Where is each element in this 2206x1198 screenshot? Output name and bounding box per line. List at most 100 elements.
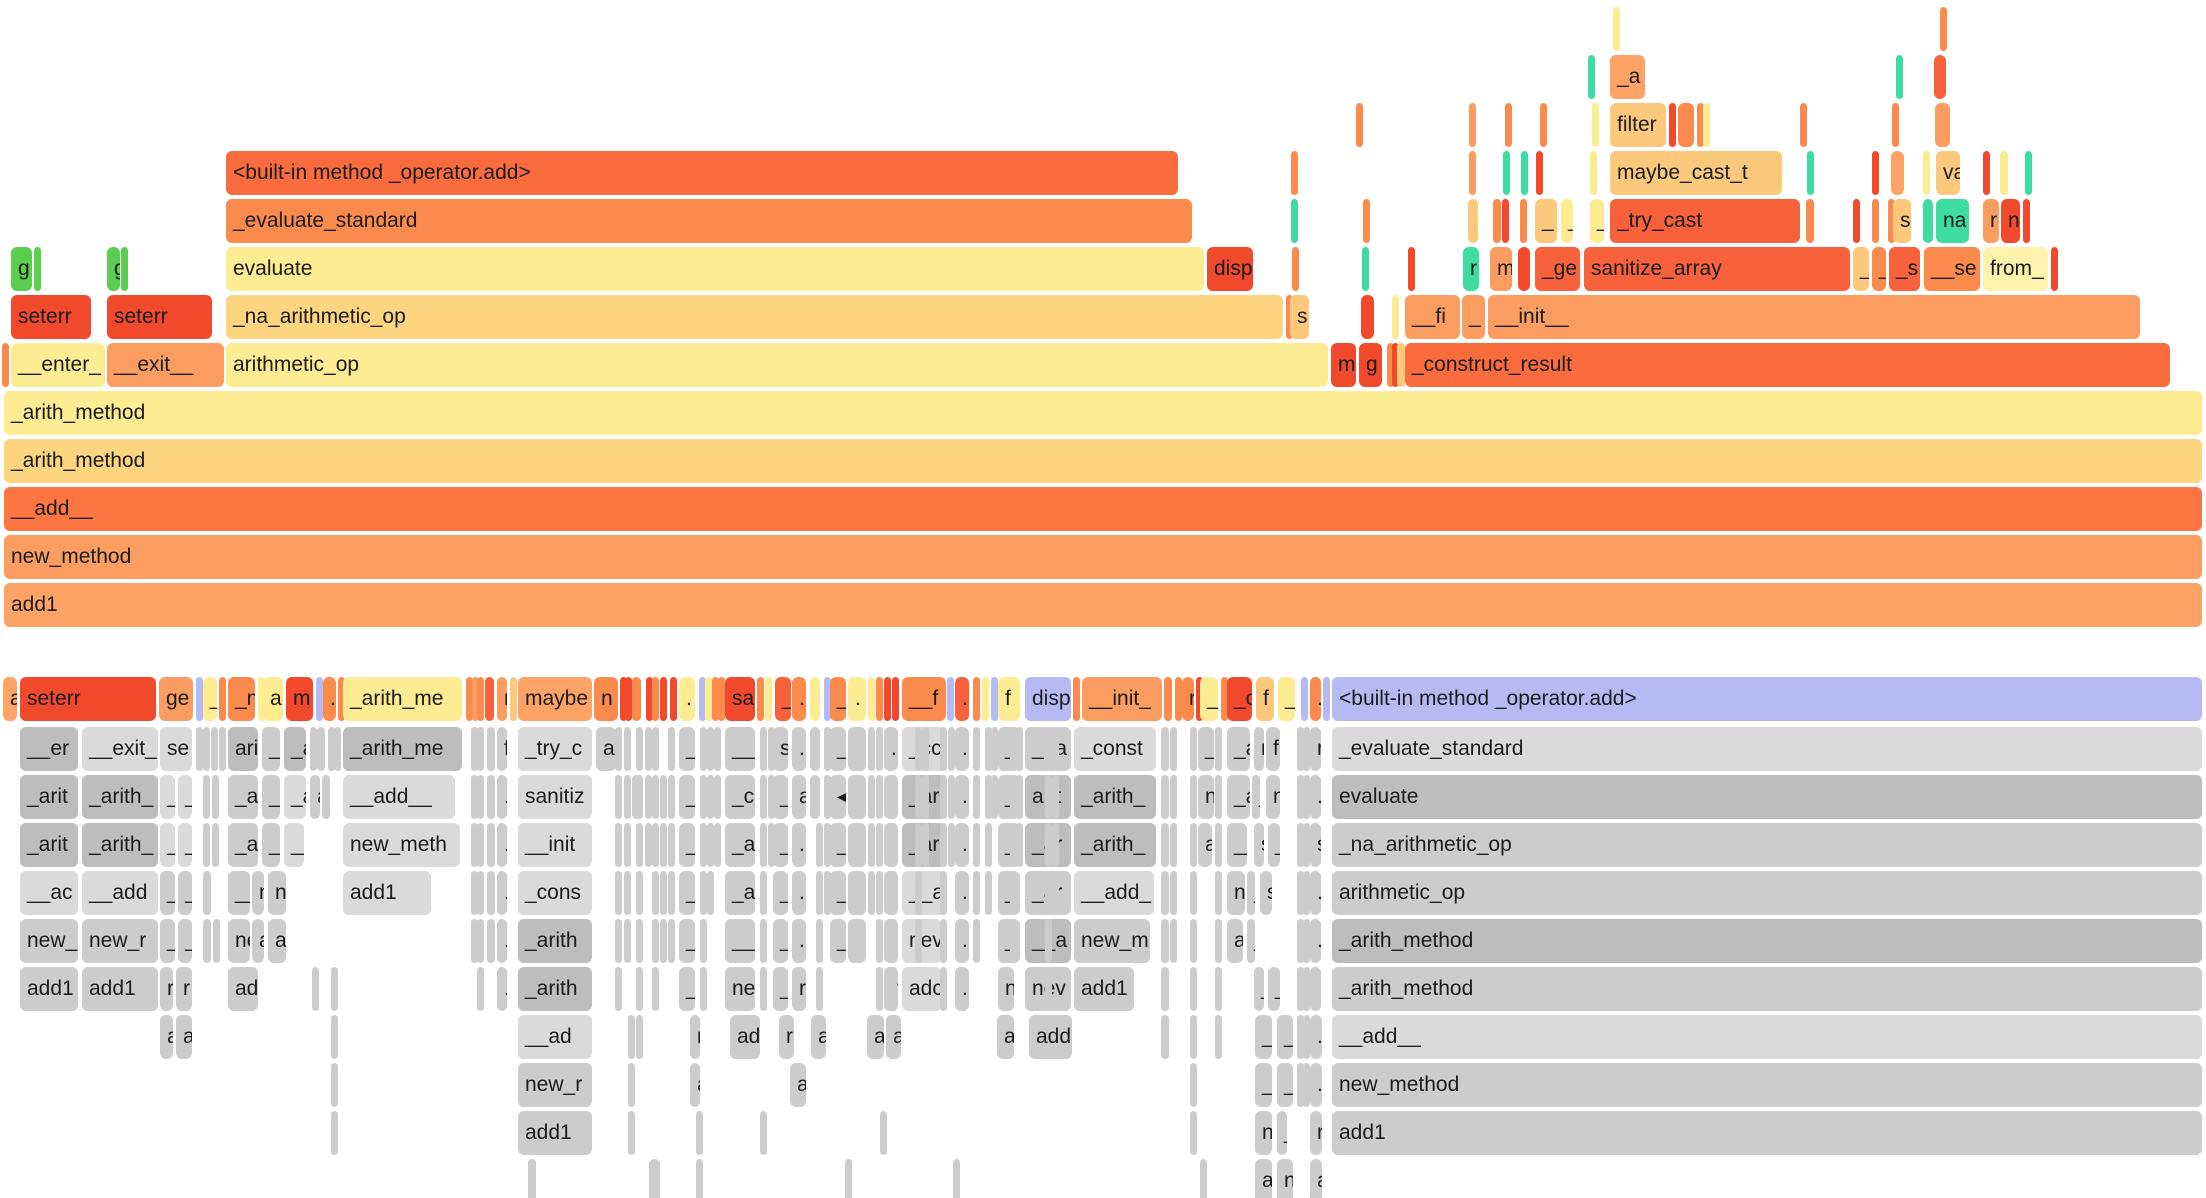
stack-cell-n[interactable]: n [1255,1111,1272,1155]
stack-cell-sliver[interactable] [1052,871,1059,915]
stack-cell-sliver[interactable] [856,823,863,867]
stack-cell-sliver[interactable] [1303,823,1310,867]
stack-cell-_a[interactable]: _a [284,775,306,819]
stack-cell-sliver[interactable] [890,871,897,915]
flame-bar-sliver[interactable] [34,247,41,291]
stack-cell-[interactable]: . [1310,871,1321,915]
stack-cell-ad[interactable]: ad [730,1015,760,1059]
stack-cell-a[interactable]: a [997,1015,1014,1059]
stack-cell-sliver[interactable] [985,775,992,819]
stack-cell-sliver[interactable] [707,871,714,915]
stack-cell-sliver[interactable] [471,823,478,867]
flame-bar-sliver[interactable] [1356,103,1363,147]
stack-cell-sliver[interactable] [477,727,484,771]
flame-bar-_[interactable]: _ [1561,199,1573,243]
stack-cell-_cons[interactable]: _cons [518,871,592,915]
stack-cell-[interactable]: . [955,967,969,1011]
flame-bar-sliver[interactable] [1536,151,1543,195]
stack-cell-n[interactable]: n [998,967,1014,1011]
stack-cell-s[interactable]: s [1260,871,1272,915]
selected-frame-sliver[interactable] [973,677,980,721]
stack-cell-_[interactable]: _ [1277,1111,1287,1155]
selected-frame-sliver[interactable] [1073,677,1080,721]
stack-cell-sliver[interactable] [973,919,980,963]
stack-cell-sliver[interactable] [948,727,955,771]
flame-bar-sliver[interactable] [1505,103,1512,147]
stack-cell-[interactable]: . [203,823,210,867]
stack-cell-_a[interactable]: _a [228,823,258,867]
stack-cell-sliver[interactable] [1303,871,1310,915]
flame-bar-sliver[interactable] [121,247,128,291]
stack-cell-a[interactable]: a [322,775,330,819]
stack-cell-sliver[interactable] [624,775,631,819]
flame-bar-sliver[interactable] [1896,55,1903,99]
stack-cell-a[interactable]: a [1227,919,1243,963]
stack-cell-sliver[interactable] [1010,727,1017,771]
flame-bar-sliver[interactable] [1521,151,1528,195]
stack-cell-sliver[interactable] [636,823,643,867]
stack-cell-[interactable]: . [668,919,675,963]
stack-cell-_c[interactable]: _c [725,775,755,819]
selected-frame-sliver[interactable] [868,677,875,721]
flame-bar-sliver[interactable] [1502,199,1509,243]
flame-bar-sliver[interactable] [1518,247,1530,291]
stack-cell-_arith_[interactable]: _arith_ [1074,823,1156,867]
flame-bar-_a[interactable]: _a [1610,55,1645,99]
flame-bar-sliver[interactable] [1853,199,1860,243]
selected-frame-sliver[interactable] [884,677,891,721]
stack-cell-sliver[interactable] [991,775,998,819]
flame-bar-n[interactable]: n [2001,199,2020,243]
stack-cell-sliver[interactable] [1161,871,1169,915]
flame-bar-sliver[interactable] [1872,199,1879,243]
stack-cell-_arith_method[interactable]: _arith_method [1332,967,2202,1011]
selected-frame-maybe[interactable]: maybe [518,677,592,721]
selected-frame-n[interactable]: n [594,677,618,721]
flame-bar-add1[interactable]: add1 [4,583,2202,627]
selected-frame-_[interactable]: _ [775,677,791,721]
selected-frame-a[interactable]: a [3,677,17,721]
flame-bar-_[interactable]: _ [1462,295,1485,339]
stack-cell-sliver[interactable] [1016,775,1023,819]
stack-cell-a[interactable]: a [792,775,806,819]
flame-bar-sliver[interactable] [1392,295,1399,339]
stack-cell-[interactable]: . [497,775,507,819]
stack-cell-_evaluate_standard[interactable]: _evaluate_standard [1332,727,2202,771]
stack-cell-sliver[interactable] [940,775,947,819]
stack-cell-sliver[interactable] [1052,775,1059,819]
stack-cell-sliver[interactable] [660,775,667,819]
flame-bar-_construct_result[interactable]: _construct_result [1405,343,2170,387]
stack-cell-_arith[interactable]: _arith [518,919,592,963]
selected-frame-sliver[interactable] [991,677,998,721]
flame-bar-evaluate[interactable]: evaluate [226,247,1204,291]
stack-cell-_arith_me[interactable]: _arith_me [343,727,462,771]
flame-bar-va[interactable]: va [1936,151,1960,195]
flame-bar-builtinmethod_operatoradd[interactable]: <built-in method _operator.add> [226,151,1178,195]
selected-frame-sliver[interactable] [219,677,226,721]
stack-cell-a[interactable]: a [310,775,320,819]
stack-cell-sliver[interactable] [816,967,823,1011]
stack-cell-sliver[interactable] [856,871,863,915]
stack-cell-_a[interactable]: _a [1227,775,1250,819]
selected-frame-[interactable]: . [679,677,695,721]
stack-cell-[interactable]: . [668,871,675,915]
selected-frame-sliver[interactable] [258,677,265,721]
stack-cell-sliver[interactable] [636,1015,643,1059]
selected-frame-sliver[interactable] [1196,677,1203,721]
stack-cell-sliver[interactable] [700,919,707,963]
stack-cell-[interactable]: . [497,919,507,963]
flame-bar-sanitize_array[interactable]: sanitize_array [1584,247,1850,291]
selected-frame-sliver[interactable] [477,677,484,721]
stack-cell-sliver[interactable] [660,823,667,867]
stack-cell-sliver[interactable] [816,823,823,867]
stack-cell-sliver[interactable] [922,823,929,867]
stack-cell-sliver[interactable] [1045,967,1052,1011]
stack-cell-sliver[interactable] [700,727,707,771]
stack-cell-sliver[interactable] [334,727,341,771]
stack-cell-[interactable]: . [1310,1015,1322,1059]
flame-bar-sliver[interactable] [1669,103,1676,147]
stack-cell-sliver[interactable] [876,823,883,867]
stack-cell-sliver[interactable] [868,823,875,867]
stack-cell-sliver[interactable] [915,823,922,867]
flame-bar-_s[interactable]: _s [1889,247,1920,291]
flame-bar-seterr[interactable]: seterr [107,295,212,339]
